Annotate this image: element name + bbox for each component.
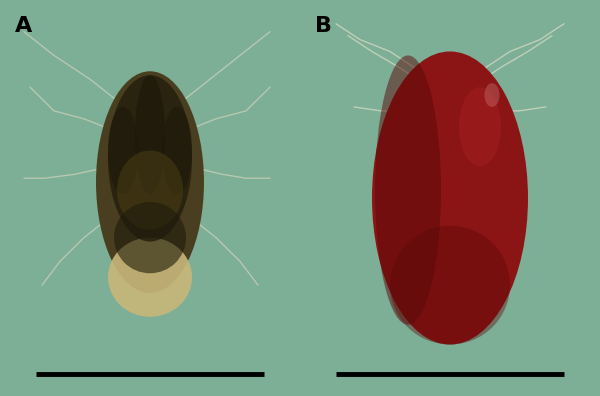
- Ellipse shape: [390, 226, 510, 345]
- Ellipse shape: [114, 202, 186, 273]
- Ellipse shape: [108, 107, 138, 194]
- Ellipse shape: [117, 150, 183, 230]
- Ellipse shape: [372, 51, 528, 345]
- Ellipse shape: [96, 71, 204, 293]
- Ellipse shape: [162, 107, 192, 194]
- Ellipse shape: [108, 75, 192, 242]
- Text: A: A: [15, 16, 32, 36]
- Ellipse shape: [459, 87, 501, 166]
- Ellipse shape: [485, 83, 499, 107]
- Ellipse shape: [375, 55, 441, 325]
- Ellipse shape: [108, 238, 192, 317]
- Text: B: B: [315, 16, 332, 36]
- Ellipse shape: [135, 75, 165, 194]
